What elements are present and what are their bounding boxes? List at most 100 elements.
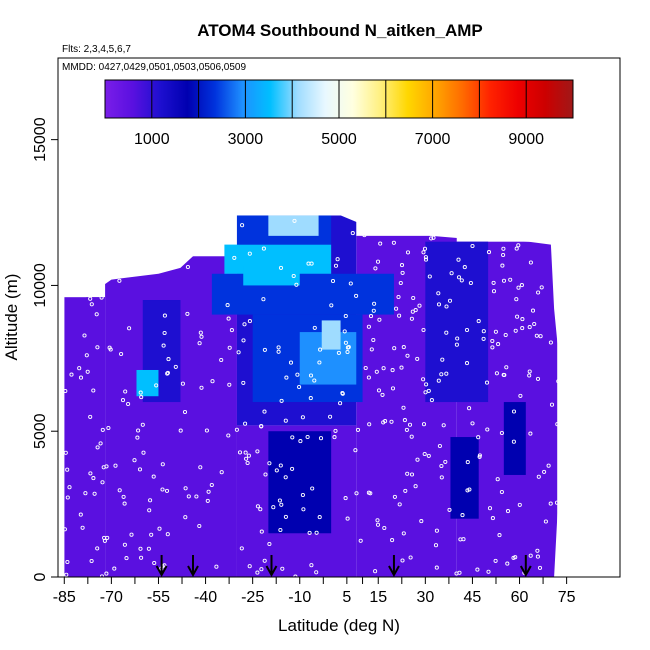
sample-point	[554, 500, 560, 505]
heat-cell	[425, 241, 489, 403]
sample-point	[375, 522, 381, 527]
sample-point	[518, 393, 523, 398]
sample-point	[411, 295, 416, 301]
sample-point	[164, 488, 170, 493]
flight-arrow-head	[265, 565, 278, 578]
sample-point	[462, 265, 467, 270]
sample-point	[511, 555, 516, 560]
sample-point	[501, 246, 506, 251]
sample-point	[505, 561, 510, 566]
sample-point	[65, 467, 70, 472]
sample-point	[283, 475, 288, 480]
sample-point	[94, 312, 99, 317]
sample-point	[317, 360, 322, 365]
sample-point	[439, 475, 444, 480]
x-tick-label: -85	[53, 589, 76, 606]
sample-point	[194, 494, 199, 499]
sample-point	[226, 316, 231, 321]
sample-point	[500, 263, 505, 268]
sample-point	[91, 388, 96, 393]
sample-point	[102, 538, 107, 543]
sample-point	[183, 486, 188, 491]
sample-point	[441, 423, 446, 428]
sample-point	[292, 218, 297, 223]
sample-point	[236, 350, 241, 355]
sample-point	[98, 441, 103, 446]
sample-point	[377, 317, 382, 322]
sample-point	[358, 538, 363, 543]
sample-point	[401, 531, 406, 536]
sample-point	[456, 275, 462, 280]
y-tick-label: 5000	[32, 413, 49, 449]
sample-point	[470, 421, 475, 426]
sample-point	[535, 554, 540, 559]
sample-point	[475, 567, 480, 572]
sample-point	[63, 388, 68, 394]
sample-point	[229, 328, 234, 333]
chart-title: ATOM4 Southbound N_aitken_AMP	[197, 21, 483, 40]
sample-point	[485, 427, 490, 432]
sample-point	[421, 422, 427, 427]
sample-point	[314, 570, 319, 575]
sample-point	[300, 415, 305, 420]
sample-point	[468, 280, 473, 286]
sample-point	[148, 498, 153, 503]
sample-point	[154, 383, 159, 388]
sample-point	[64, 572, 69, 577]
sample-point	[317, 515, 322, 520]
sample-point	[105, 535, 110, 540]
sample-point	[271, 505, 276, 510]
heat-cell	[450, 437, 479, 519]
sample-point	[255, 504, 260, 509]
sample-point	[535, 548, 540, 553]
dates-annotation: MMDD: 0427,0429,0501,0503,0506,0509	[62, 62, 246, 73]
sample-point	[99, 574, 105, 579]
sample-point	[126, 401, 131, 407]
sample-point	[227, 382, 232, 387]
sample-point	[255, 449, 260, 454]
sample-point	[214, 564, 219, 569]
sample-point	[398, 280, 403, 286]
sample-point	[132, 458, 137, 463]
sample-point	[515, 314, 520, 319]
sample-point	[277, 498, 282, 503]
sample-point	[345, 516, 350, 521]
sample-point	[397, 313, 402, 318]
sample-point	[410, 309, 415, 314]
sample-point	[355, 427, 361, 432]
y-tick-label: 10000	[32, 263, 49, 308]
sample-point	[530, 308, 536, 313]
sample-point	[508, 277, 513, 282]
sample-point	[390, 538, 395, 543]
sample-point	[415, 356, 420, 361]
flight-arrow	[388, 555, 400, 578]
colorbar-tick-label: 3000	[228, 131, 264, 148]
sample-point	[367, 422, 372, 427]
sample-point	[415, 457, 420, 462]
sample-point	[333, 263, 339, 268]
sample-point	[490, 338, 495, 344]
sample-point	[100, 480, 105, 485]
sample-point	[65, 495, 70, 500]
sample-point	[147, 508, 152, 513]
sample-point	[348, 281, 353, 286]
sample-point	[496, 342, 501, 347]
sample-point	[274, 468, 279, 473]
sample-point	[343, 313, 348, 319]
y-axis-label: Altitude (m)	[2, 274, 21, 361]
sample-point	[401, 405, 406, 410]
sample-point	[278, 463, 283, 468]
x-tick-label: -40	[194, 589, 217, 606]
sample-point	[107, 345, 112, 350]
sample-point	[210, 379, 215, 384]
x-axis-label: Latitude (deg N)	[278, 616, 400, 635]
sample-point	[424, 382, 429, 387]
sample-point	[127, 326, 132, 331]
sample-point	[123, 389, 128, 394]
sample-point	[88, 414, 93, 419]
x-tick-label: 30	[416, 589, 434, 606]
sample-point	[499, 430, 504, 436]
sample-point	[106, 425, 111, 431]
sample-point	[84, 353, 89, 358]
sample-point	[104, 571, 109, 576]
